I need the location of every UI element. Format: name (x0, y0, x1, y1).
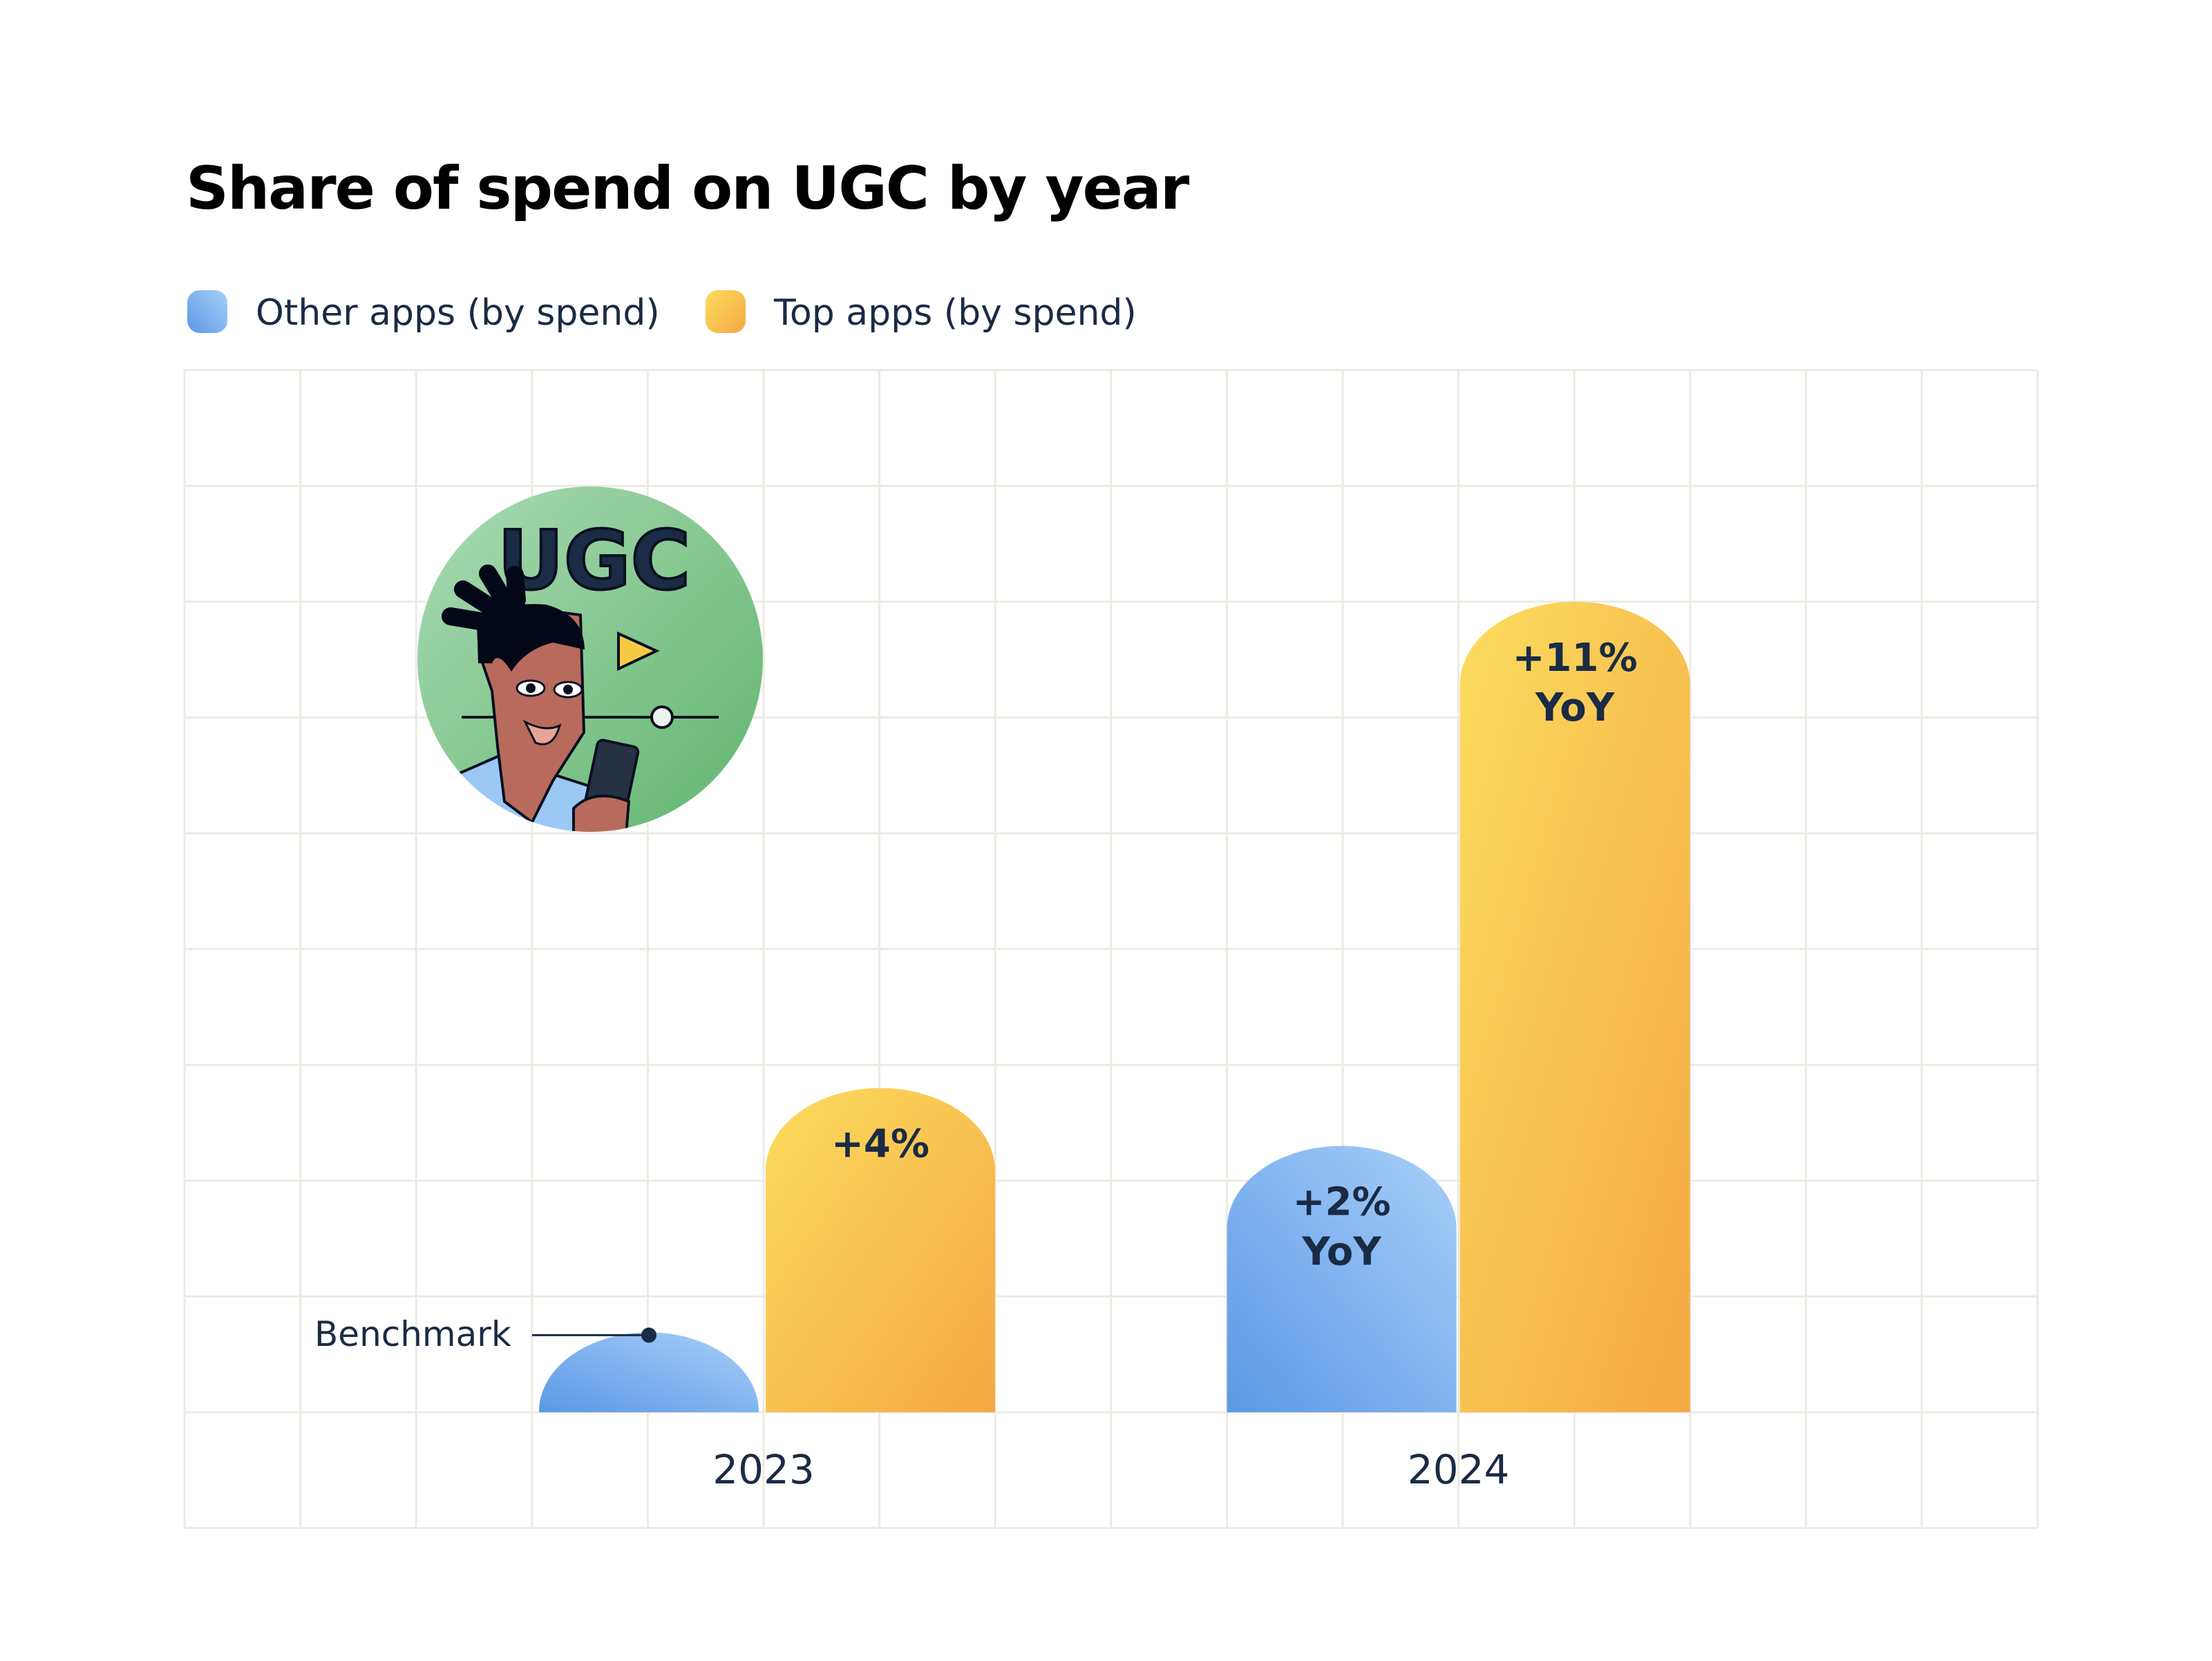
legend-label-other-apps: Other apps (by spend) (256, 292, 660, 334)
benchmark-annotation: Benchmark (314, 1314, 656, 1354)
benchmark-label: Benchmark (314, 1314, 511, 1354)
bar-data-label: +4% (831, 1122, 929, 1167)
chart-title: Share of spend on UGC by year (186, 154, 1190, 223)
x-tick-label: 2023 (712, 1446, 815, 1493)
slider-knob-icon (650, 705, 674, 729)
bar-top-apps-2024 (1459, 601, 1690, 1412)
legend-label-top-apps: Top apps (by spend) (773, 292, 1137, 334)
legend: Other apps (by spend) Top apps (by spend… (187, 290, 1137, 334)
bar-other-apps-2023 (539, 1332, 759, 1412)
ugc-illustration: UGC (417, 486, 763, 832)
play-icon (617, 631, 660, 672)
legend-swatch-top-apps (706, 290, 746, 333)
bar-data-label: +2% (1293, 1180, 1391, 1225)
bar-top-apps-2023 (766, 1088, 995, 1412)
ugc-logo-text: UGC (498, 513, 690, 608)
bars: +4%+2%YoY+11%YoY (539, 601, 1690, 1412)
x-axis-labels: 2023 2024 (712, 1446, 1509, 1493)
bar-other-apps-2024 (1227, 1146, 1457, 1412)
bar-data-label: YoY (1535, 685, 1616, 730)
bar-data-label: +11% (1513, 636, 1638, 681)
legend-swatch-other-apps (187, 290, 227, 333)
x-tick-label: 2024 (1408, 1446, 1510, 1493)
bar-data-label: YoY (1301, 1230, 1382, 1275)
benchmark-dot (641, 1327, 656, 1343)
